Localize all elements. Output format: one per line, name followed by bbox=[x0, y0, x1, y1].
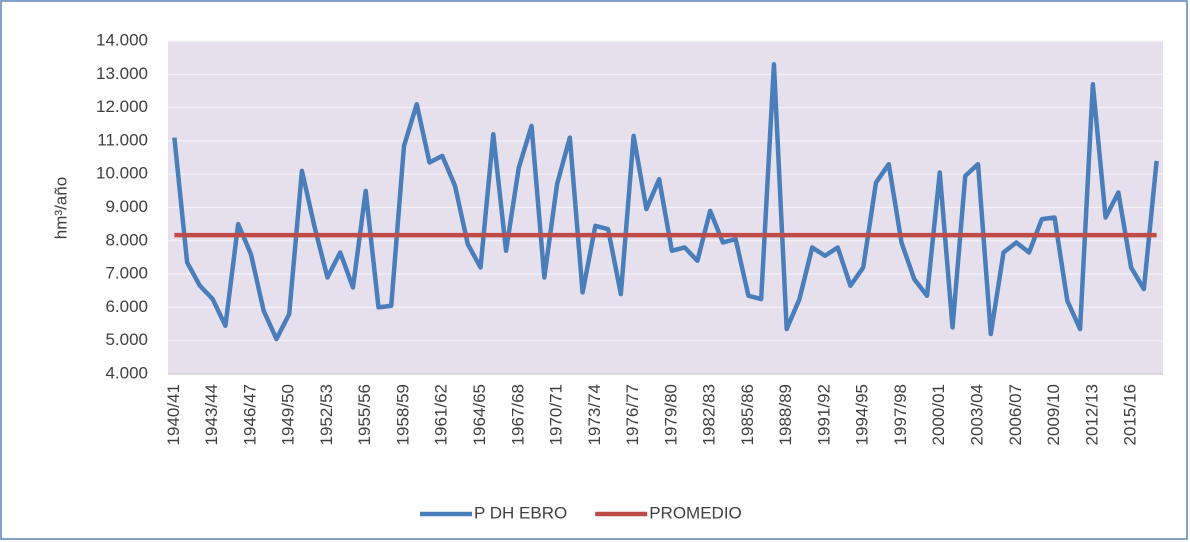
x-tick-label: 1982/83 bbox=[700, 384, 719, 445]
series-line bbox=[172, 62, 1159, 342]
x-tick-label: 1997/98 bbox=[891, 384, 910, 445]
y-tick-label: 7.000 bbox=[105, 264, 148, 283]
x-tick-label: 2006/07 bbox=[1006, 384, 1025, 445]
y-tick-label: 8.000 bbox=[105, 230, 148, 249]
y-tick-label: 6.000 bbox=[105, 297, 148, 316]
x-tick-label: 2012/13 bbox=[1082, 384, 1101, 445]
x-tick-label: 2003/04 bbox=[968, 384, 987, 445]
x-tick-label: 1943/44 bbox=[202, 384, 221, 445]
x-tick-label: 1967/68 bbox=[508, 384, 527, 445]
y-tick-label: 12.000 bbox=[96, 97, 148, 116]
y-tick-label: 4.000 bbox=[105, 363, 148, 382]
y-tick-label: 10.000 bbox=[96, 164, 148, 183]
x-tick-label: 1955/56 bbox=[355, 384, 374, 445]
x-tick-label: 1964/65 bbox=[470, 384, 489, 445]
x-tick-label: 1991/92 bbox=[814, 384, 833, 445]
y-tick-label: 11.000 bbox=[97, 130, 148, 149]
x-tick-label: 1973/74 bbox=[585, 384, 604, 445]
y-tick-label: 5.000 bbox=[105, 330, 148, 349]
x-tick-label: 1988/89 bbox=[776, 384, 795, 445]
y-tick-label: 14.000 bbox=[96, 30, 148, 49]
x-tick-label: 1994/95 bbox=[853, 384, 872, 445]
x-tick-label: 2000/01 bbox=[929, 384, 948, 445]
x-tick-label: 1970/71 bbox=[547, 384, 566, 445]
y-tick-label: 13.000 bbox=[96, 64, 148, 83]
x-tick-label: 2015/16 bbox=[1121, 384, 1140, 445]
y-tick-label: 9.000 bbox=[105, 197, 148, 216]
x-tick-label: 1961/62 bbox=[432, 384, 451, 445]
x-tick-label: 2009/10 bbox=[1044, 384, 1063, 445]
x-tick-label: 1976/77 bbox=[623, 384, 642, 445]
y-axis-label: hm³/año bbox=[51, 177, 70, 239]
x-tick-label: 1949/50 bbox=[279, 384, 298, 445]
x-tick-label: 1985/86 bbox=[738, 384, 757, 445]
x-tick-label: 1946/47 bbox=[240, 384, 259, 445]
x-tick-label: 1958/59 bbox=[393, 384, 412, 445]
x-tick-label: 1979/80 bbox=[661, 384, 680, 445]
legend-label: P DH EBRO bbox=[474, 503, 567, 522]
legend-label: PROMEDIO bbox=[649, 503, 742, 522]
x-tick-label: 1940/41 bbox=[164, 384, 183, 445]
x-tick-label: 1952/53 bbox=[317, 384, 336, 445]
